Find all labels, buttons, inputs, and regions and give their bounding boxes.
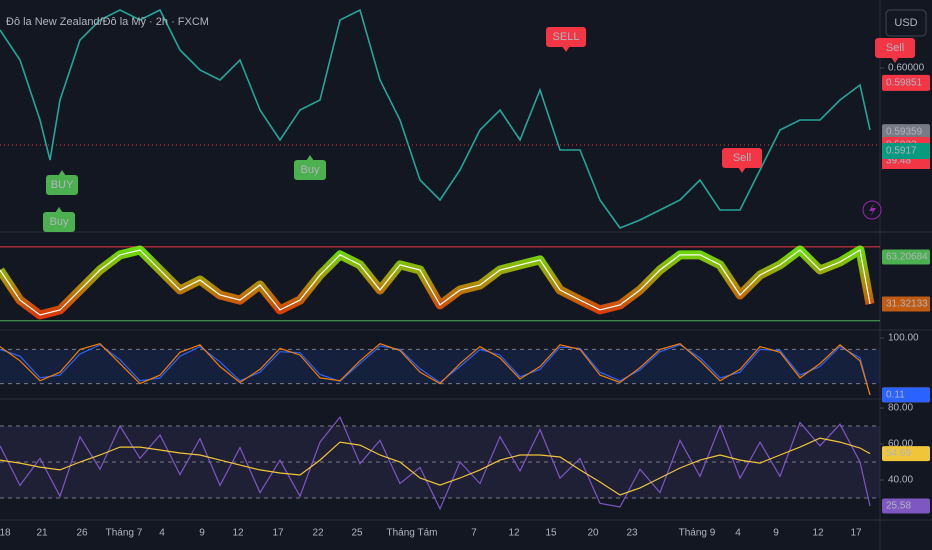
signal-label: BUY (51, 179, 74, 191)
axis-label: 63.20684 (886, 252, 928, 263)
x-tick-label: 26 (76, 528, 88, 539)
x-tick-label: 17 (272, 528, 284, 539)
axis-label: 0.59359 (886, 127, 923, 138)
signal-label: Sell (886, 42, 904, 54)
x-tick-label: 18 (0, 528, 11, 539)
x-tick-label: 21 (36, 528, 48, 539)
alert-bolt (869, 203, 876, 217)
countdown: 39:48 (886, 156, 911, 167)
x-tick-label: 4 (159, 528, 165, 539)
axis-label-box (882, 74, 930, 91)
x-tick-label: 7 (471, 528, 477, 539)
signal-box (294, 160, 326, 180)
signal-box (875, 38, 915, 58)
axis-label: 25.58 (886, 501, 911, 512)
x-tick-label: 15 (545, 528, 557, 539)
signal-box (43, 212, 75, 232)
x-tick-label: 23 (626, 528, 638, 539)
signal-pointer (55, 207, 63, 213)
axis-label: 0.5917 (886, 146, 917, 157)
currency-button[interactable] (885, 9, 927, 37)
signal-pointer (738, 167, 746, 173)
axis-label-box (882, 124, 930, 141)
signal-label: Sell (733, 152, 751, 164)
grid (0, 67, 884, 499)
signal-label: Buy (301, 164, 320, 176)
signal-box (722, 148, 762, 168)
x-tick-label: Tháng 7 (106, 528, 143, 539)
axis-label: 54.69 (886, 448, 911, 459)
x-tick-label: 17 (850, 528, 862, 539)
signal-pointer (306, 155, 314, 161)
marks: BUY Buy Buy SELL Sell Sell (0, 8, 915, 511)
x-tick-label: 9 (773, 528, 779, 539)
series-line (0, 344, 871, 396)
y-tick-label: 40.00 (888, 475, 913, 486)
series-line (0, 8, 871, 229)
currency-label[interactable]: USD (894, 17, 917, 29)
axis-label-box (882, 249, 930, 265)
series-line (0, 249, 871, 316)
x-tick-label: Tháng 9 (679, 528, 716, 539)
x-tick-label: 9 (199, 528, 205, 539)
x-tick-label: 22 (312, 528, 324, 539)
axis-label: 0.59851 (886, 78, 923, 89)
axis-label: 0.11 (886, 390, 905, 401)
x-tick-label: 25 (351, 528, 363, 539)
labels: 0.600000.598510.593590.592339:480.591763… (0, 63, 930, 539)
y-tick-label: 0.60000 (888, 63, 925, 74)
axis-label: 31.32133 (886, 299, 928, 310)
x-tick-label: 4 (735, 528, 741, 539)
signal-box (546, 27, 586, 47)
signal-pointer (562, 46, 570, 52)
x-tick-label: Tháng Tám (387, 528, 438, 539)
signal-label: Buy (50, 216, 69, 228)
y-tick-label: 100.00 (888, 333, 919, 344)
x-tick-label: 20 (587, 528, 599, 539)
y-tick-label: 60.00 (888, 439, 913, 450)
signal-pointer (891, 57, 899, 63)
x-tick-label: 12 (508, 528, 520, 539)
axis-label-box (882, 143, 930, 159)
axis-label-box (882, 296, 930, 312)
x-tick-label: 12 (812, 528, 824, 539)
signal-box (46, 175, 78, 195)
signal-pointer (58, 170, 66, 176)
y-tick-label: 80.00 (888, 403, 913, 414)
series-line (0, 415, 871, 511)
axis-label-box (882, 387, 930, 403)
signal-label: SELL (553, 31, 580, 43)
level-band (0, 349, 880, 384)
symbol-title: Đô la New Zealand/Đô la Mỹ · 2h · FXCM (6, 16, 209, 28)
axis-label-box (882, 446, 930, 462)
series-line (0, 343, 871, 396)
axis-label-box (882, 498, 930, 514)
series-line (0, 437, 871, 496)
x-tick-label: 12 (232, 528, 244, 539)
